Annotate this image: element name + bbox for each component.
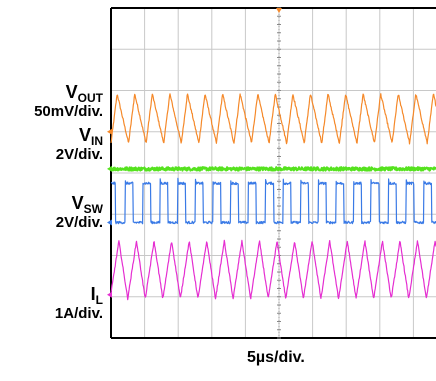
vout-label: VOUT 50mV/div. xyxy=(34,83,103,119)
trigger-marker xyxy=(276,8,282,13)
trace-vsw xyxy=(110,177,436,225)
vin-name: V xyxy=(78,125,91,145)
grid xyxy=(110,7,436,339)
ground-markers xyxy=(107,8,282,298)
vsw-label: VSW 2V/div. xyxy=(56,194,103,230)
il-name: I xyxy=(90,284,96,304)
traces xyxy=(110,93,436,301)
ground-marker-vsw xyxy=(107,219,112,226)
vsw-scale: 2V/div. xyxy=(55,214,103,231)
il-label: IL 1A/div. xyxy=(55,285,103,321)
vsw-name: V xyxy=(71,193,84,213)
ground-marker-vout xyxy=(107,128,112,135)
vin-scale: 2V/div. xyxy=(55,146,103,163)
ground-marker-il xyxy=(107,291,112,298)
vout-scale: 50mV/div. xyxy=(34,103,103,120)
il-subscript: L xyxy=(95,293,103,307)
il-scale: 1A/div. xyxy=(54,305,103,322)
vin-subscript: IN xyxy=(91,134,103,148)
vin-label: VIN 2V/div. xyxy=(56,126,103,162)
trace-vout xyxy=(110,93,436,145)
time-scale-label: 5µs/div. xyxy=(247,349,305,366)
trace-vin xyxy=(110,166,436,172)
vout-name: V xyxy=(65,82,78,102)
ground-marker-vin xyxy=(107,165,112,172)
vsw-subscript: SW xyxy=(83,202,103,216)
vout-subscript: OUT xyxy=(77,91,103,105)
trace-il xyxy=(110,239,436,301)
